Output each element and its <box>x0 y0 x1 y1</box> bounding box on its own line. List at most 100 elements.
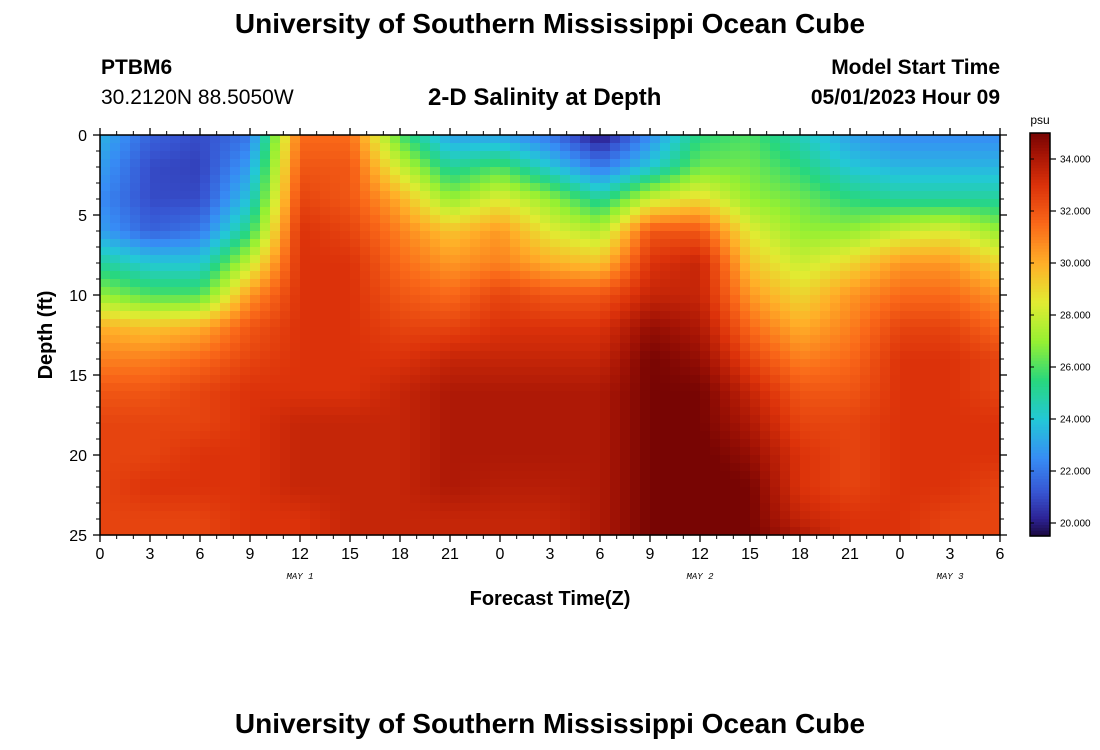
heatmap-cell <box>610 167 621 176</box>
heatmap-cell <box>420 335 431 344</box>
heatmap-cell <box>380 463 391 472</box>
heatmap-cell <box>710 175 721 184</box>
heatmap-cell <box>490 479 501 488</box>
heatmap-cell <box>430 135 441 144</box>
colorbar-swatch <box>1030 478 1050 482</box>
heatmap-cell <box>710 343 721 352</box>
heatmap-cell <box>170 287 181 296</box>
heatmap-cell <box>880 375 891 384</box>
heatmap-cell <box>760 495 771 504</box>
heatmap-cell <box>350 287 361 296</box>
heatmap-cell <box>790 247 801 256</box>
heatmap-cell <box>220 487 231 496</box>
heatmap-cell <box>860 303 871 312</box>
heatmap-cell <box>600 263 611 272</box>
heatmap-cell <box>620 399 631 408</box>
heatmap-cell <box>920 463 931 472</box>
heatmap-cell <box>350 295 361 304</box>
heatmap-cell <box>410 511 421 520</box>
heatmap-cell <box>540 135 551 144</box>
heatmap-cell <box>810 335 821 344</box>
heatmap-cell <box>870 343 881 352</box>
heatmap-cell <box>760 447 771 456</box>
heatmap-cell <box>490 407 501 416</box>
heatmap-cell <box>650 319 661 328</box>
heatmap-cell <box>120 263 131 272</box>
heatmap-cell <box>300 239 311 248</box>
heatmap-cell <box>860 255 871 264</box>
heatmap-cell <box>280 295 291 304</box>
heatmap-cell <box>610 463 621 472</box>
heatmap-cell <box>910 135 921 144</box>
heatmap-cell <box>730 399 741 408</box>
heatmap-cell <box>840 207 851 216</box>
heatmap-cell <box>790 207 801 216</box>
colorbar-swatch <box>1030 285 1050 290</box>
heatmap-cell <box>370 231 381 240</box>
heatmap-cell <box>390 447 401 456</box>
heatmap-cell <box>750 287 761 296</box>
heatmap-cell <box>690 511 701 520</box>
heatmap-cell <box>120 343 131 352</box>
heatmap-cell <box>700 319 711 328</box>
heatmap-cell <box>620 471 631 480</box>
heatmap-cell <box>830 487 841 496</box>
heatmap-cell <box>920 319 931 328</box>
heatmap-cell <box>140 423 151 432</box>
heatmap-cell <box>930 375 941 384</box>
heatmap-cell <box>430 407 441 416</box>
heatmap-cell <box>770 343 781 352</box>
heatmap-cell <box>220 327 231 336</box>
heatmap-cell <box>420 423 431 432</box>
heatmap-cell <box>570 279 581 288</box>
heatmap-cell <box>710 335 721 344</box>
heatmap-cell <box>100 487 111 496</box>
heatmap-cell <box>120 271 131 280</box>
heatmap-cell <box>230 311 241 320</box>
heatmap-cell <box>770 319 781 328</box>
heatmap-cell <box>160 303 171 312</box>
heatmap-cell <box>140 431 151 440</box>
heatmap-cell <box>960 191 971 200</box>
heatmap-cell <box>970 295 981 304</box>
heatmap-cell <box>830 335 841 344</box>
heatmap-cell <box>790 319 801 328</box>
heatmap-cell <box>370 199 381 208</box>
heatmap-cell <box>800 207 811 216</box>
heatmap-cell <box>150 487 161 496</box>
heatmap-cell <box>400 319 411 328</box>
heatmap-cell <box>360 263 371 272</box>
colorbar-swatch <box>1030 392 1050 396</box>
heatmap-cell <box>600 359 611 368</box>
heatmap-cell <box>280 279 291 288</box>
heatmap-cell <box>440 431 451 440</box>
x-tick-label: 9 <box>246 546 255 563</box>
heatmap-cell <box>350 151 361 160</box>
heatmap-cell <box>880 407 891 416</box>
heatmap-cell <box>500 231 511 240</box>
heatmap-cell <box>190 359 201 368</box>
heatmap-cell <box>250 215 261 224</box>
heatmap-cell <box>180 303 191 312</box>
heatmap-cell <box>810 255 821 264</box>
heatmap-cell <box>340 431 351 440</box>
heatmap-cell <box>480 455 491 464</box>
heatmap-cell <box>950 519 961 528</box>
heatmap-cell <box>240 207 251 216</box>
heatmap-cell <box>710 263 721 272</box>
heatmap-cell <box>820 303 831 312</box>
heatmap-cell <box>590 351 601 360</box>
heatmap-cell <box>750 399 761 408</box>
heatmap-cell <box>610 367 621 376</box>
heatmap-cell <box>540 455 551 464</box>
heatmap-cell <box>140 287 151 296</box>
heatmap-cell <box>810 303 821 312</box>
heatmap-cell <box>160 207 171 216</box>
heatmap-cell <box>700 439 711 448</box>
heatmap-cell <box>430 447 441 456</box>
heatmap-cell <box>760 255 771 264</box>
heatmap-cell <box>770 503 781 512</box>
heatmap-cell <box>420 159 431 168</box>
heatmap-cell <box>530 319 541 328</box>
heatmap-cell <box>700 247 711 256</box>
